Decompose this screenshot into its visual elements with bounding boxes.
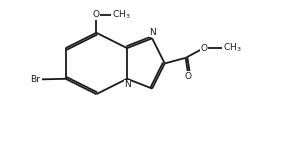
Text: O: O (185, 71, 192, 81)
Text: O: O (200, 44, 207, 53)
Text: N: N (149, 28, 156, 37)
Text: CH$_3$: CH$_3$ (112, 8, 130, 21)
Text: CH$_3$: CH$_3$ (223, 42, 242, 54)
Text: N: N (124, 80, 131, 89)
Text: Br: Br (30, 75, 40, 84)
Text: O: O (93, 10, 100, 19)
